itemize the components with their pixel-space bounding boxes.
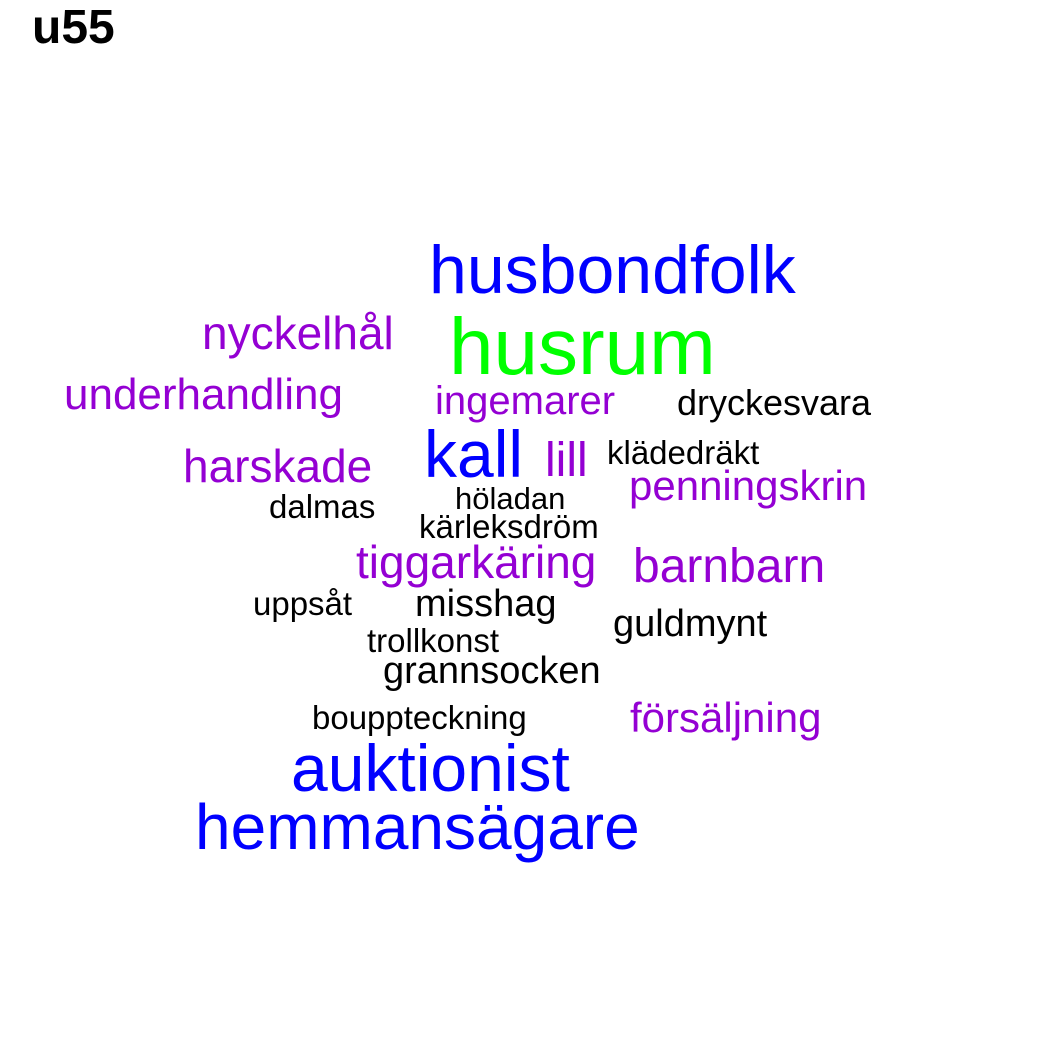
word-dalmas: dalmas (269, 488, 376, 525)
word-harskade: harskade (183, 440, 373, 492)
word-misshag: misshag (415, 583, 557, 625)
word-lill: lill (545, 434, 588, 487)
word-holadan: höladan (455, 481, 566, 516)
word-ingemarer: ingemarer (435, 379, 616, 423)
word-trollkonst: trollkonst (367, 622, 500, 659)
word-barnbarn: barnbarn (633, 540, 826, 593)
word-husbondfolk: husbondfolk (429, 232, 796, 308)
word-tiggarkaring: tiggarkäring (356, 536, 597, 588)
word-karleksdrom: kärleksdröm (419, 508, 599, 545)
word-kall: kall (424, 417, 524, 491)
word-guldmynt: guldmynt (613, 603, 768, 645)
word-auktionist: auktionist (291, 731, 570, 805)
word-underhandling: underhandling (64, 370, 343, 419)
word-kladedrakt: klädedräkt (607, 434, 760, 471)
word-dryckesvara: dryckesvara (677, 382, 872, 423)
word-bouppteckning: bouppteckning (312, 699, 527, 736)
word-penningskrin: penningskrin (629, 462, 868, 509)
word-forsaljning: försäljning (630, 694, 822, 741)
word-hemmansagare: hemmansägare (195, 791, 640, 863)
word-nyckelhal: nyckelhål (202, 307, 394, 359)
word-husrum: husrum (449, 302, 716, 391)
word-grannsocken: grannsocken (383, 650, 601, 692)
word-uppsat: uppsåt (253, 585, 353, 622)
page-title: u55 (32, 1, 115, 54)
